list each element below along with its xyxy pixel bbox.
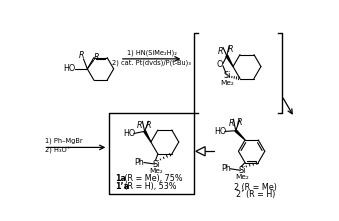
Text: Ph: Ph (134, 158, 144, 167)
Text: R: R (228, 119, 234, 128)
Text: 1) Ph–MgBr: 1) Ph–MgBr (45, 137, 83, 144)
Text: 2 (R = Me): 2 (R = Me) (234, 183, 277, 192)
Text: R: R (218, 48, 223, 56)
Polygon shape (235, 130, 245, 140)
Text: Me₂: Me₂ (235, 174, 249, 180)
Text: HO: HO (123, 129, 135, 138)
Text: (R = Me), 75%: (R = Me), 75% (122, 175, 183, 183)
Text: Ph: Ph (222, 164, 231, 173)
Text: (R = H), 53%: (R = H), 53% (122, 182, 177, 191)
Text: Si: Si (223, 71, 231, 80)
Bar (109, 113, 194, 194)
Polygon shape (226, 55, 233, 67)
Text: R: R (94, 53, 99, 62)
Text: Si: Si (238, 166, 246, 175)
Text: R: R (237, 118, 242, 128)
Text: Me₂: Me₂ (220, 80, 234, 86)
Text: 2) cat. Pt(dvds)/P(t-Bu)₃: 2) cat. Pt(dvds)/P(t-Bu)₃ (112, 59, 191, 66)
Polygon shape (144, 131, 151, 142)
Text: O: O (217, 60, 223, 69)
Text: R: R (79, 51, 85, 59)
Text: 2) H₃O⁺: 2) H₃O⁺ (45, 147, 71, 154)
Text: Si: Si (153, 160, 160, 169)
Text: 1) HN(SiMe₂H)₂: 1) HN(SiMe₂H)₂ (127, 50, 177, 56)
Text: HO: HO (214, 127, 226, 136)
Text: 1a: 1a (115, 175, 126, 183)
Text: R: R (228, 45, 234, 54)
Text: R: R (146, 121, 151, 130)
Text: 2’ (R = H): 2’ (R = H) (236, 190, 275, 199)
Text: HO: HO (63, 64, 76, 73)
Text: 1’a: 1’a (115, 182, 129, 191)
Text: R: R (137, 121, 142, 130)
Polygon shape (196, 147, 205, 156)
Text: Me₂: Me₂ (149, 168, 163, 174)
